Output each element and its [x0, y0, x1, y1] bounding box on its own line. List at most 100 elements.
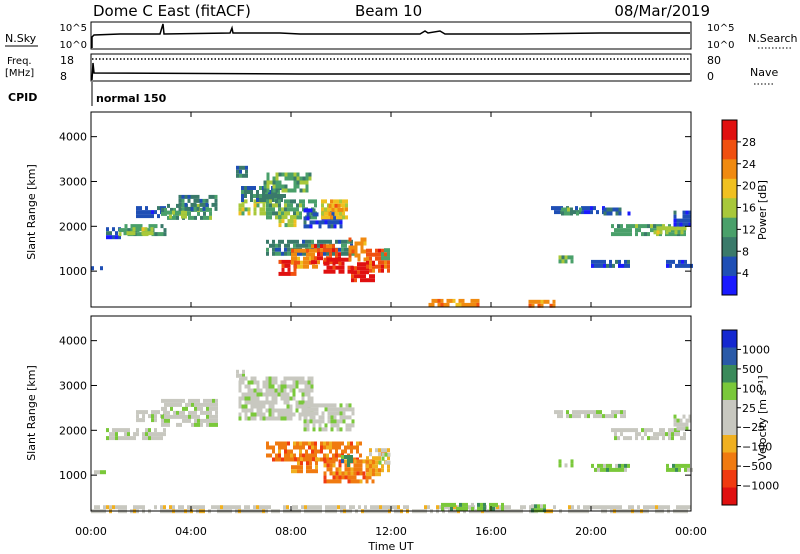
power-cell — [202, 206, 206, 211]
power-cell — [296, 184, 300, 189]
velocity-cell — [359, 453, 362, 458]
power-cell — [244, 199, 248, 204]
velocity-cell — [600, 467, 603, 472]
power-cell — [278, 211, 281, 216]
velocity-cell — [284, 457, 287, 462]
x-tick-label: 00:00 — [75, 525, 107, 538]
velocity-cell — [293, 445, 296, 450]
power-cell — [188, 211, 191, 216]
velocity-cell — [572, 410, 575, 415]
velocity-cell — [250, 404, 254, 409]
power-cell — [296, 215, 299, 220]
velocity-cell — [247, 392, 251, 397]
power-cell — [272, 247, 275, 252]
velocity-cell — [336, 407, 340, 412]
velocity-cell — [238, 380, 242, 385]
velocity-cell — [179, 422, 182, 427]
velocity-cell — [280, 416, 284, 421]
power-cell — [242, 173, 245, 178]
power-cell — [148, 228, 152, 233]
power-cell — [332, 251, 335, 256]
velocity-cell — [247, 416, 251, 421]
power-cell — [317, 243, 320, 248]
velocity-cell — [319, 505, 322, 510]
velocity-cell — [268, 505, 271, 510]
power-cell — [384, 260, 387, 265]
power-cell — [284, 247, 287, 252]
power-cell — [360, 262, 363, 267]
power-cell — [300, 264, 303, 269]
power-cell — [324, 211, 327, 216]
power-cell — [449, 298, 453, 303]
power-cell — [297, 260, 300, 265]
velocity-cell — [145, 428, 148, 433]
velocity-cell — [321, 419, 325, 424]
power-cell — [306, 260, 309, 265]
power-cell — [375, 252, 378, 257]
power-cell — [668, 226, 672, 231]
velocity-cell — [274, 400, 278, 405]
power-cell — [340, 207, 344, 212]
velocity-cell — [359, 467, 363, 472]
velocity-cell — [299, 441, 302, 446]
velocity-cell — [671, 428, 674, 433]
velocity-cell — [570, 459, 574, 464]
power-cell — [214, 198, 218, 203]
power-cell — [151, 214, 154, 219]
power-cell — [323, 269, 327, 274]
velocity-cell — [179, 410, 182, 415]
power-cell — [576, 211, 579, 216]
velocity-cell — [256, 404, 260, 409]
velocity-cell — [312, 427, 316, 432]
power-cell — [200, 215, 203, 220]
velocity-cell — [303, 407, 307, 412]
velocity-cell — [103, 470, 106, 475]
velocity-cell — [271, 388, 275, 393]
velocity-cell — [375, 464, 378, 469]
power-cell — [332, 248, 335, 253]
power-cell — [673, 222, 677, 227]
power-cell — [265, 194, 268, 198]
velocity-cell — [336, 419, 340, 424]
velocity-cell — [200, 410, 203, 415]
power-cell — [354, 270, 357, 275]
power-cell — [142, 214, 145, 219]
power-cell — [144, 231, 148, 236]
power-cell — [334, 203, 338, 208]
power-cell — [561, 255, 565, 260]
velocity-cell — [387, 460, 391, 465]
power-cell — [127, 228, 131, 233]
power-cell — [567, 255, 571, 260]
velocity-cell — [202, 505, 205, 510]
velocity-cell — [333, 415, 337, 420]
power-cell — [326, 261, 330, 266]
power-cell — [314, 248, 317, 253]
velocity-cell — [298, 412, 302, 417]
velocity-cell — [323, 471, 327, 476]
power-cell — [145, 210, 148, 215]
velocity-cell — [629, 428, 632, 433]
velocity-cell — [253, 404, 257, 409]
velocity-cell — [154, 414, 157, 419]
velocity-cell — [309, 461, 312, 466]
velocity-cell — [623, 414, 626, 419]
power-cell — [211, 202, 215, 207]
velocity-cell — [215, 406, 218, 411]
power-cell — [306, 264, 309, 269]
velocity-cell — [347, 471, 351, 476]
power-cell — [291, 252, 294, 257]
velocity-cell — [347, 479, 351, 484]
velocity-cell — [359, 463, 363, 468]
power-cell — [635, 224, 638, 229]
velocity-cell — [161, 418, 164, 423]
nave-tick-top: 80 — [707, 54, 721, 67]
velocity-cell — [314, 445, 317, 450]
power-cell — [262, 198, 265, 202]
velocity-cell — [326, 459, 330, 464]
power-cell — [620, 228, 623, 233]
power-cell — [688, 214, 692, 219]
velocity-colorbar-swatch — [722, 400, 737, 418]
power-cell — [327, 220, 331, 225]
power-cell — [161, 211, 164, 216]
velocity-colorbar-swatch — [722, 330, 737, 348]
